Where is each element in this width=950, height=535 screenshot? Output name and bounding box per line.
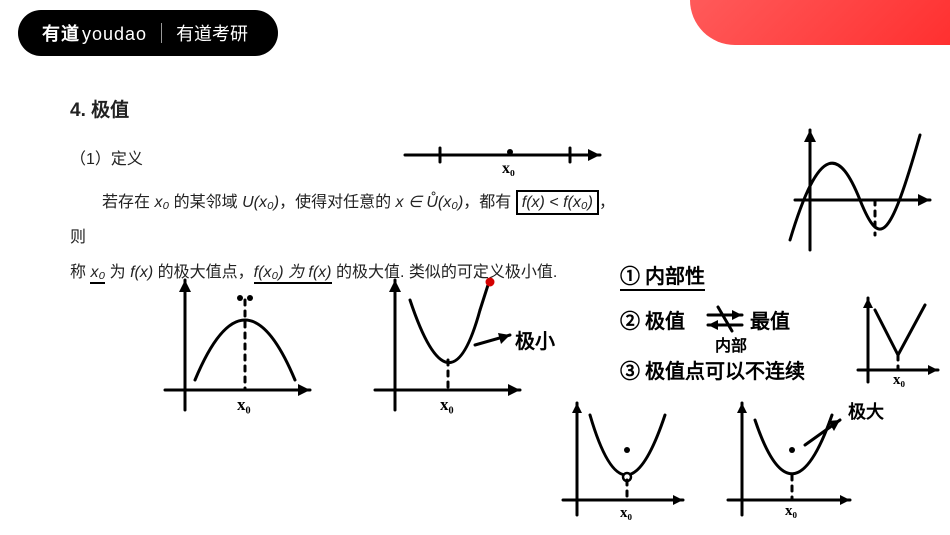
label-x0-4: x₀ — [620, 505, 632, 522]
label-x0-1: x₀ — [237, 395, 251, 415]
sub-heading: （1）定义 — [70, 142, 630, 177]
note-2-extreme-b: 最值 — [750, 305, 790, 334]
brand-pill: 有道youdao 有道考研 — [18, 10, 278, 56]
local-min-graph — [360, 270, 540, 420]
text-frag: ，使得对任意的 — [279, 194, 395, 211]
note-1-interior: ① 内部性 — [620, 260, 705, 291]
note-2-interior: 内部 — [715, 332, 747, 356]
sub-brand-text: 有道考研 — [176, 20, 248, 46]
definition-line-2: 称 x₀ 为 f(x) 的极大值点，f(x₀) 为 f(x) 的极大值. 类似的… — [70, 255, 630, 290]
text-frag: 为 — [105, 264, 130, 281]
math-fx: f(x) — [130, 264, 153, 281]
text-frag: 的极大值. 类似的可定义极小值. — [332, 264, 558, 281]
text-frag: 若存在 — [102, 194, 154, 211]
label-x0-5: x₀ — [785, 503, 797, 520]
math-xinU: x ∈ Ů(x₀) — [396, 194, 464, 211]
section-heading: 4. 极值 — [70, 90, 630, 132]
definition-line-1: 若存在 x₀ 的某邻域 U(x₀)，使得对任意的 x ∈ Ů(x₀)，都有 f(… — [70, 185, 630, 255]
brand-text: 有道youdao — [42, 20, 147, 46]
header-stripe — [690, 0, 950, 45]
label-x0-2: x₀ — [440, 395, 454, 415]
math-Ux0: U(x₀) — [242, 194, 279, 211]
note-2-extreme-a: ② 极值 — [620, 305, 685, 334]
label-jixiao: 极小 — [515, 325, 555, 354]
text-frag: 的某邻域 — [169, 194, 242, 211]
parabola-jida-graph — [720, 395, 870, 525]
lecture-content: 4. 极值 （1）定义 若存在 x₀ 的某邻域 U(x₀)，使得对任意的 x ∈… — [70, 90, 630, 291]
underline-fx0: f(x₀) 为 f(x) — [254, 264, 332, 284]
local-max-graph — [150, 270, 330, 420]
text-frag: ，都有 — [463, 194, 515, 211]
double-arrow-icon — [700, 305, 750, 333]
underline-x0: x₀ — [90, 264, 105, 284]
parabola-hole-graph — [555, 395, 695, 525]
label-x0-3: x₀ — [893, 372, 905, 389]
note-3-discontinuous: ③ 极值点可以不连续 — [620, 355, 805, 384]
boxed-inequality: f(x) < f(x₀) — [516, 190, 599, 215]
v-graph — [850, 290, 945, 390]
text-frag: 的极大值点， — [153, 264, 253, 281]
text-frag: 称 — [70, 264, 90, 281]
cubic-graph — [780, 120, 940, 260]
math-x0: x₀ — [154, 194, 169, 211]
brand-divider — [161, 23, 162, 43]
label-jida: 极大 — [848, 398, 884, 424]
